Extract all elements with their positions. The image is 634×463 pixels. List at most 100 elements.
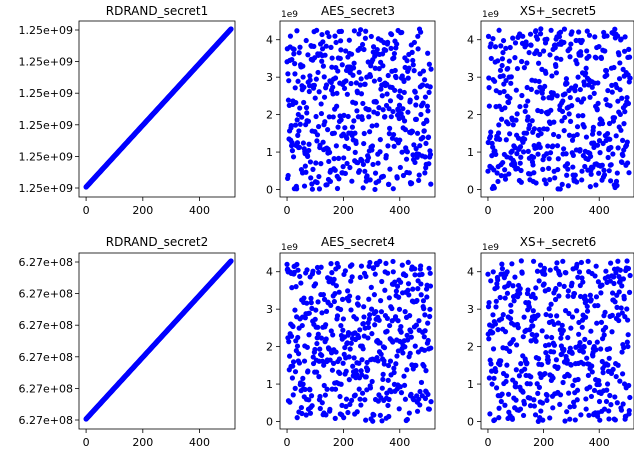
data-point: [488, 361, 494, 367]
data-point: [548, 301, 554, 307]
data-point: [345, 409, 351, 416]
data-point: [328, 302, 334, 308]
data-point: [519, 58, 525, 65]
data-point: [498, 398, 504, 405]
data-point: [493, 368, 499, 375]
data-point: [533, 180, 539, 186]
data-point: [293, 284, 299, 290]
data-point: [333, 39, 339, 46]
data-point: [348, 51, 355, 57]
data-point: [346, 377, 352, 383]
data-point: [300, 375, 306, 381]
data-point: [598, 290, 604, 296]
data-point: [547, 415, 553, 421]
data-point: [398, 323, 404, 330]
data-point: [332, 386, 339, 392]
data-point: [508, 80, 514, 86]
data-point: [605, 154, 611, 161]
data-point: [551, 349, 557, 355]
data-point: [422, 328, 428, 334]
data-point: [591, 387, 598, 394]
data-point: [545, 143, 551, 149]
data-point: [321, 74, 327, 80]
subplot-6: XS+_secret6 1e9 0 1 2 3 4 0 200 400: [467, 235, 634, 449]
data-point: [352, 392, 358, 398]
data-point: [341, 112, 347, 118]
data-point: [404, 149, 410, 155]
data-point: [528, 374, 534, 380]
data-point: [385, 402, 391, 409]
data-point: [624, 139, 630, 145]
data-point: [500, 312, 506, 318]
data-point: [303, 105, 310, 111]
data-point: [386, 131, 392, 137]
data-point: [315, 299, 321, 305]
data-point: [387, 166, 393, 172]
data-point: [599, 162, 605, 168]
data-point: [566, 373, 572, 379]
data-point: [414, 95, 420, 101]
data-point: [506, 58, 512, 64]
data-point: [518, 258, 524, 264]
data-point: [569, 350, 575, 356]
data-point: [332, 75, 339, 81]
data-point: [285, 172, 291, 179]
data-point: [317, 346, 323, 352]
data-point: [428, 399, 434, 405]
data-point: [411, 142, 417, 148]
data-point: [337, 393, 343, 400]
data-point: [318, 110, 325, 117]
data-point: [306, 397, 312, 403]
data-point: [333, 143, 339, 149]
data-point: [347, 346, 353, 352]
data-point: [421, 334, 427, 340]
data-point: [339, 296, 346, 302]
data-point: [614, 33, 621, 39]
data-point: [402, 127, 409, 133]
data-point: [554, 260, 560, 266]
data-point: [556, 281, 563, 287]
data-point: [328, 261, 334, 267]
data-point: [309, 186, 316, 192]
data-point: [616, 52, 622, 58]
data-point: [613, 133, 619, 139]
data-point: [570, 152, 576, 158]
data-point: [496, 27, 502, 33]
data-point: [490, 346, 497, 352]
data-point: [289, 375, 295, 381]
data-point: [487, 411, 493, 417]
data-point: [509, 148, 515, 154]
data-point: [351, 28, 357, 34]
data-point: [513, 397, 519, 403]
x-tick-label: 0: [484, 436, 491, 449]
data-point: [389, 31, 395, 38]
data-point: [500, 73, 506, 79]
y-tick-label: 6.27e+08: [19, 414, 73, 427]
data-point: [625, 265, 632, 272]
data-point: [344, 340, 350, 346]
data-point: [378, 86, 384, 92]
data-point: [379, 93, 385, 99]
data-point: [296, 351, 302, 357]
data-point: [349, 274, 355, 280]
data-points: [485, 258, 633, 424]
data-point: [486, 75, 492, 81]
data-point: [574, 61, 580, 67]
data-point: [295, 267, 301, 273]
data-point: [357, 45, 363, 51]
data-point: [363, 178, 369, 184]
data-point: [369, 331, 375, 337]
data-point: [580, 279, 586, 285]
data-point: [499, 56, 506, 62]
data-point: [362, 81, 368, 87]
data-point: [497, 136, 503, 142]
data-point: [596, 43, 602, 50]
data-point: [366, 316, 372, 322]
data-point: [290, 363, 296, 369]
y-offset-label: 1e9: [482, 243, 499, 253]
data-point: [536, 126, 543, 133]
data-point: [584, 308, 591, 314]
data-point: [588, 297, 594, 303]
data-point: [542, 83, 548, 90]
x-tick-label: 200: [333, 204, 354, 217]
